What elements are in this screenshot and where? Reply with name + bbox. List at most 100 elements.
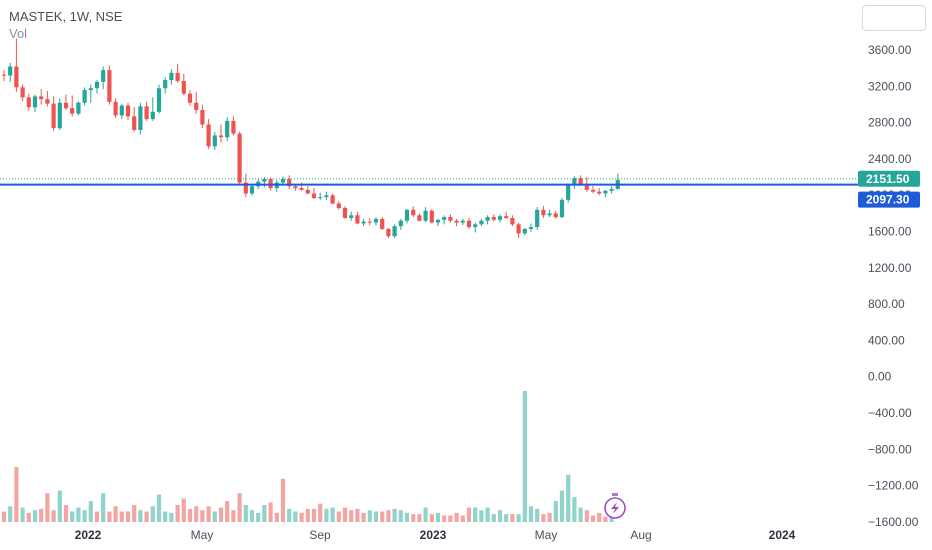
volume-bar (367, 510, 372, 522)
volume-bar (20, 507, 25, 522)
candle-body (597, 191, 602, 194)
volume-bar (225, 501, 230, 522)
candle-body (268, 178, 273, 189)
volume-bar (14, 466, 19, 522)
candle-body (528, 227, 534, 229)
candle-body (553, 213, 558, 218)
candle-body (125, 105, 131, 117)
volume-bar (299, 512, 304, 522)
candle-body (70, 108, 75, 114)
volume-bar (262, 504, 267, 522)
symbol-title[interactable]: MASTEK, 1W, NSE (9, 9, 123, 24)
volume-bar (163, 511, 168, 522)
candle-body (516, 224, 521, 234)
time-axis[interactable]: 2022 May Sep 2023 May Aug 2024 (75, 528, 796, 542)
y-tick-label: 3200.00 (868, 79, 912, 93)
candle-body (318, 197, 323, 199)
candle-body (287, 178, 292, 187)
volume-bar (76, 507, 81, 522)
candle-body (237, 133, 242, 183)
volume-bar (51, 510, 56, 522)
volume-bar (448, 515, 453, 522)
candle-body (349, 215, 354, 219)
candle-body (156, 88, 162, 112)
y-tick-label: 800.00 (868, 297, 905, 311)
volume-bar (442, 515, 447, 522)
volume-bar (578, 507, 583, 522)
candle-body (231, 120, 236, 134)
volume-bar (82, 510, 87, 522)
candle-body (293, 186, 298, 189)
candle-body (20, 87, 25, 98)
volume-bar (528, 506, 534, 522)
candle-body (578, 178, 583, 185)
volume-bar (119, 511, 124, 522)
volume-bar (311, 508, 317, 522)
candle-body (584, 184, 589, 190)
volume-bar (274, 512, 279, 522)
volume-bar (8, 506, 13, 522)
candle-body (510, 218, 515, 225)
volume-bar (398, 510, 403, 522)
volume-bar (318, 503, 323, 522)
x-tick-label: Sep (309, 528, 331, 542)
y-tick-label: 1200.00 (868, 261, 912, 275)
candle-body (132, 116, 137, 130)
lightning-icon[interactable] (604, 493, 626, 519)
volume-bar (435, 512, 441, 522)
candle-body (39, 96, 44, 100)
y-tick-label: 1600.00 (868, 225, 912, 239)
x-tick-label: Aug (630, 528, 651, 542)
x-tick-label: May (535, 528, 558, 542)
price-axis[interactable]: 3600.003200.002800.002400.002000.001600.… (868, 43, 919, 529)
volume-bar (63, 504, 69, 522)
volume-bar (237, 493, 242, 522)
candle-body (45, 99, 50, 104)
volume-bar (417, 514, 422, 522)
volume-bar (491, 514, 496, 522)
candle-body (473, 224, 478, 228)
volume-label[interactable]: Vol (9, 26, 28, 41)
volume-bar (423, 507, 428, 522)
volume-bar (342, 507, 348, 522)
x-tick-label: 2022 (75, 528, 102, 542)
volume-bar (603, 516, 608, 522)
candle-body (566, 185, 571, 200)
top-right-input[interactable] (862, 5, 926, 31)
volume-bar (559, 490, 565, 522)
candle-body (200, 110, 205, 125)
candle-body (138, 106, 143, 130)
candle-body (280, 178, 286, 183)
volume-bar (70, 511, 75, 522)
volume-bar (57, 490, 62, 522)
candle-body (206, 124, 211, 147)
candle-body (88, 88, 93, 91)
volume-bar (132, 504, 137, 522)
volume-bar (175, 504, 180, 522)
candle-body (299, 188, 304, 190)
candle-body (57, 102, 62, 129)
volume-bar (535, 508, 540, 522)
candle-body (373, 218, 379, 223)
volume-bar (572, 497, 577, 522)
y-tick-label: 400.00 (868, 333, 905, 347)
volume-bar (541, 514, 546, 522)
x-tick-label: May (191, 528, 214, 542)
candle-body (590, 189, 596, 192)
candle-body (386, 228, 391, 237)
volume-bar (256, 512, 261, 522)
volume-bar (330, 507, 335, 522)
candle-body (342, 208, 348, 219)
volume-bar (45, 493, 50, 522)
candle-body (603, 190, 608, 194)
candle-body (442, 217, 447, 220)
candle-body (119, 105, 124, 116)
candle-body (330, 195, 335, 204)
candle-body (497, 216, 503, 220)
volume-bar (113, 506, 118, 522)
volume-bar (590, 515, 596, 522)
volume-bar (144, 511, 149, 522)
candle-body (262, 178, 267, 182)
volume-bar (101, 493, 106, 522)
